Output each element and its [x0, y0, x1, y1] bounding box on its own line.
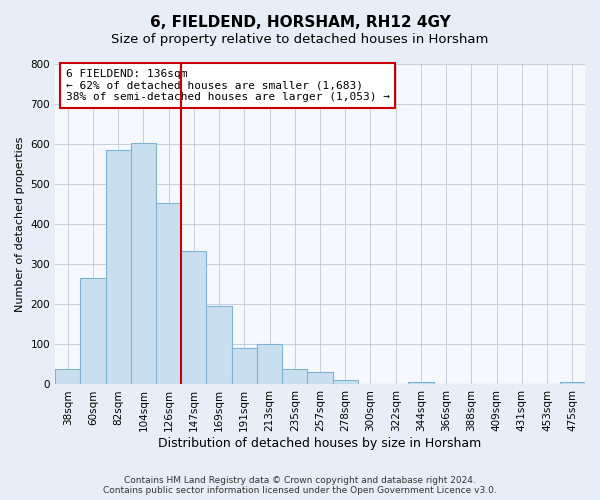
Bar: [409, 382, 434, 384]
Y-axis label: Number of detached properties: Number of detached properties: [15, 136, 25, 312]
Bar: [206, 306, 232, 384]
Bar: [257, 344, 282, 385]
Text: 6, FIELDEND, HORSHAM, RH12 4GY: 6, FIELDEND, HORSHAM, RH12 4GY: [149, 15, 451, 30]
Bar: [181, 251, 206, 384]
Bar: [560, 382, 585, 384]
Bar: [282, 369, 307, 384]
Bar: [80, 278, 106, 384]
Bar: [232, 348, 257, 385]
Text: 6 FIELDEND: 136sqm
← 62% of detached houses are smaller (1,683)
38% of semi-deta: 6 FIELDEND: 136sqm ← 62% of detached hou…: [65, 69, 389, 102]
Text: Size of property relative to detached houses in Horsham: Size of property relative to detached ho…: [112, 32, 488, 46]
Bar: [106, 150, 131, 384]
Text: Contains HM Land Registry data © Crown copyright and database right 2024.
Contai: Contains HM Land Registry data © Crown c…: [103, 476, 497, 495]
X-axis label: Distribution of detached houses by size in Horsham: Distribution of detached houses by size …: [158, 437, 482, 450]
Bar: [55, 369, 80, 384]
Bar: [156, 203, 181, 384]
Bar: [131, 143, 156, 384]
Bar: [332, 380, 358, 384]
Bar: [307, 372, 332, 384]
